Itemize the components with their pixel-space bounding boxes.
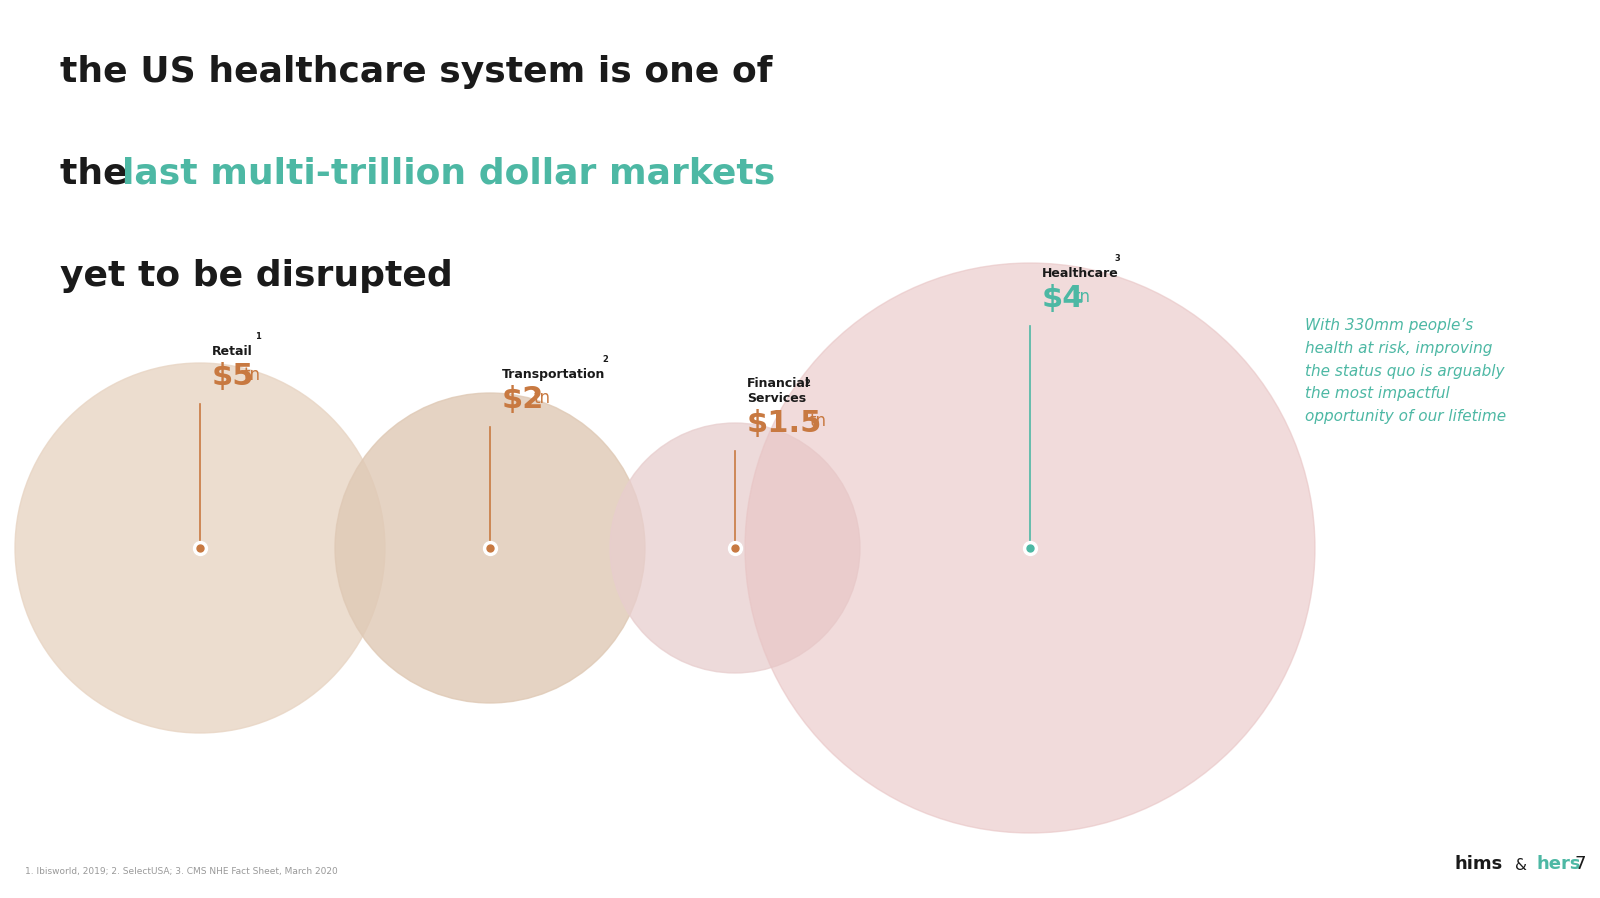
Text: tn: tn: [1074, 287, 1090, 305]
Text: 1. Ibisworld, 2019; 2. SelectUSA; 3. CMS NHE Fact Sheet, March 2020: 1. Ibisworld, 2019; 2. SelectUSA; 3. CMS…: [26, 867, 338, 876]
Text: &: &: [1515, 858, 1526, 873]
Text: Transportation: Transportation: [502, 368, 605, 381]
Text: hers: hers: [1538, 855, 1581, 873]
Text: tn: tn: [810, 412, 826, 430]
Text: tn: tn: [243, 365, 259, 383]
Circle shape: [14, 363, 386, 733]
Text: last multi-trillion dollar markets: last multi-trillion dollar markets: [122, 157, 776, 191]
Circle shape: [334, 393, 645, 703]
Text: 7: 7: [1574, 855, 1587, 873]
Text: Retail: Retail: [211, 345, 253, 357]
Text: $1.5: $1.5: [747, 409, 822, 437]
Text: $2: $2: [502, 385, 544, 414]
Text: the: the: [61, 157, 141, 191]
Text: 1: 1: [256, 331, 261, 340]
Text: 2: 2: [805, 378, 811, 388]
Text: hims: hims: [1454, 855, 1504, 873]
Text: 3: 3: [1114, 254, 1120, 263]
Text: 2: 2: [603, 355, 608, 364]
Text: Financial
Services: Financial Services: [747, 376, 810, 404]
Text: $4: $4: [1042, 284, 1085, 313]
Text: tn: tn: [533, 389, 550, 407]
Text: Healthcare: Healthcare: [1042, 267, 1118, 279]
Text: With 330mm people’s
health at risk, improving
the status quo is arguably
the mos: With 330mm people’s health at risk, impr…: [1306, 318, 1506, 424]
Text: $5: $5: [211, 362, 254, 391]
Circle shape: [746, 263, 1315, 833]
Text: the US healthcare system is one of: the US healthcare system is one of: [61, 55, 773, 89]
Text: yet to be disrupted: yet to be disrupted: [61, 259, 453, 293]
Circle shape: [610, 423, 861, 673]
